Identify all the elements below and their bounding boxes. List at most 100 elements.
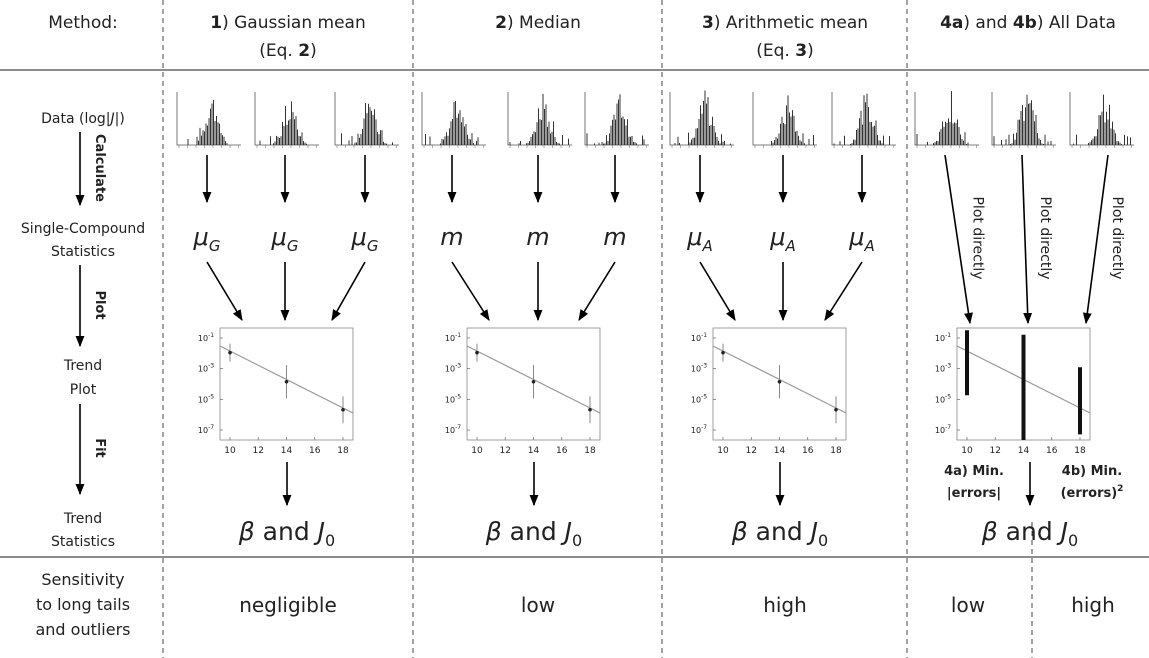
arrow	[578, 261, 616, 321]
histogram	[991, 92, 1056, 148]
y-tick-label: 10-1	[198, 332, 214, 343]
text-part: and	[502, 517, 565, 546]
x-tick-label: 14	[528, 446, 540, 456]
statistic-symbol: μA	[686, 223, 713, 255]
text-part: 3	[795, 41, 807, 61]
text-part: Data (log|	[41, 111, 110, 127]
text-part: 4a	[940, 13, 963, 33]
text-part: 2	[298, 41, 310, 61]
tick-base: 10	[935, 334, 945, 343]
symbol: β	[485, 517, 502, 546]
histogram	[254, 92, 319, 148]
x-tick-label: 12	[500, 446, 511, 456]
x-tick-label: 12	[253, 446, 264, 456]
column-title: 4a) and 4b) All Data	[940, 13, 1116, 33]
column-title: (Eq. 2)	[259, 41, 316, 61]
superscript: 2	[1117, 484, 1123, 494]
subscript: G	[209, 237, 221, 255]
row-label: Trend	[63, 511, 102, 527]
arrow-label: Plot directly	[1037, 196, 1053, 279]
text-part: (Eq.	[756, 41, 795, 61]
column-title: (Eq. 3)	[756, 41, 813, 61]
x-tick-label: 12	[990, 446, 1001, 456]
histogram	[421, 92, 486, 148]
subscript: A	[785, 237, 796, 255]
histogram	[914, 91, 979, 148]
tick-exponent: -1	[455, 332, 461, 339]
histogram	[752, 92, 817, 148]
point	[284, 379, 289, 384]
subscript: 0	[325, 531, 335, 550]
y-tick-label: 10-1	[935, 332, 951, 343]
y-tick-label: 10-7	[445, 424, 461, 435]
y-tick-label: 10-7	[198, 424, 214, 435]
tick-base: 10	[198, 365, 208, 374]
tick-base: 10	[935, 365, 945, 374]
point	[531, 379, 536, 384]
arrow	[944, 154, 973, 325]
tick-exponent: -7	[945, 424, 951, 431]
tick-base: 10	[935, 426, 945, 435]
y-tick-label: 10-7	[691, 424, 707, 435]
symbol: μ	[193, 223, 209, 251]
text-part: 3	[702, 13, 714, 33]
row-label: to long tails	[36, 595, 130, 614]
x-tick-label: 10	[224, 446, 236, 456]
tick-exponent: -5	[208, 393, 214, 400]
statistic-symbol: m	[526, 223, 549, 251]
tick-exponent: -1	[945, 332, 951, 339]
text-part: )	[807, 41, 814, 61]
text-part: ) Arithmetic mean	[714, 13, 868, 33]
point	[834, 407, 838, 412]
subscript: A	[864, 237, 875, 255]
x-tick-label: 18	[584, 446, 596, 456]
arrow	[1021, 154, 1033, 325]
histogram	[831, 92, 896, 148]
text-part: ) Gaussian mean	[222, 13, 366, 33]
row-label: Sensitivity	[41, 570, 124, 589]
arrow-label: Plot directly	[1109, 196, 1125, 279]
row-label: Statistics	[51, 534, 115, 550]
fit-label: 4b) Min.	[1062, 464, 1122, 479]
symbol: β	[238, 517, 255, 546]
tick-base: 10	[198, 395, 208, 404]
histogram	[1069, 92, 1134, 148]
trend-result: β and J0	[981, 517, 1078, 550]
statistic-symbol: μG	[351, 223, 379, 255]
tick-exponent: -3	[455, 363, 461, 370]
x-tick-label: 16	[309, 446, 321, 456]
fit-label: (errors)2	[1061, 484, 1124, 501]
tick-exponent: -5	[945, 393, 951, 400]
symbol: m	[440, 223, 463, 251]
x-tick-label: 10	[961, 446, 973, 456]
text-part: |)	[115, 111, 125, 127]
step-label: Plot	[92, 290, 107, 319]
tick-base: 10	[691, 334, 701, 343]
step-label: Fit	[92, 438, 107, 458]
text-part: ) All Data	[1037, 13, 1116, 33]
subscript: G	[287, 237, 299, 255]
tick-exponent: -3	[701, 363, 707, 370]
statistic-symbol: μA	[769, 223, 796, 255]
text-part: ) and	[963, 13, 1012, 33]
x-tick-label: 18	[1074, 446, 1086, 456]
step-label: Calculate	[92, 134, 107, 202]
trend-result: β and J0	[238, 517, 335, 550]
tick-exponent: -7	[455, 424, 461, 431]
arrow	[206, 261, 243, 321]
histogram	[669, 90, 734, 148]
tick-base: 10	[445, 395, 455, 404]
symbol: μ	[848, 223, 864, 251]
y-tick-label: 10-7	[935, 424, 951, 435]
arrow-label: Plot directly	[970, 196, 986, 279]
arrow	[331, 261, 366, 321]
row-label: Single-Compound	[21, 221, 145, 237]
arrow	[699, 261, 736, 321]
row-label: Plot	[70, 382, 97, 398]
x-tick-label: 14	[281, 446, 293, 456]
histogram	[334, 92, 399, 148]
tick-base: 10	[691, 365, 701, 374]
x-tick-label: 10	[717, 446, 729, 456]
row-label: and outliers	[35, 620, 130, 639]
